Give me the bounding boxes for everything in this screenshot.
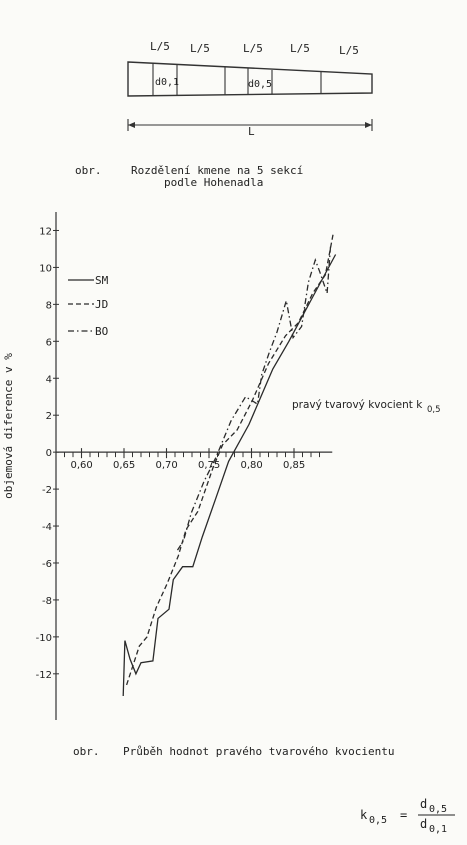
formula-lhs-sub: 0,5 xyxy=(369,815,387,826)
figure-caption-2-prefix: obr. xyxy=(73,745,100,758)
section-label: L/5 xyxy=(150,40,170,53)
x-tick-label: 0,85 xyxy=(283,460,305,471)
y-tick-label: -8 xyxy=(42,596,52,607)
series-line-jd xyxy=(125,234,334,686)
section-label: L/5 xyxy=(190,42,210,55)
y-tick-label: 12 xyxy=(39,226,52,237)
annotation-text: pravý tvarový kvocient k xyxy=(292,399,423,411)
legend-label: SM xyxy=(95,274,109,287)
y-tick-label: 2 xyxy=(46,411,52,422)
y-tick-label: 6 xyxy=(46,337,52,348)
section-label: L/5 xyxy=(243,42,263,55)
figure-caption-1-line2: podle Hohenadla xyxy=(164,176,264,189)
formula-lhs: k xyxy=(360,808,368,822)
figure-caption-1-prefix: obr. xyxy=(75,164,102,177)
y-tick-label: 8 xyxy=(46,300,52,311)
y-tick-label: -12 xyxy=(36,670,52,681)
legend-label: BO xyxy=(95,325,108,338)
section-label: L/5 xyxy=(290,42,310,55)
y-tick-label: -2 xyxy=(42,485,52,496)
x-tick-label: 0,70 xyxy=(156,460,178,471)
section-label: L/5 xyxy=(339,44,359,57)
legend-label: JD xyxy=(95,298,108,311)
formula-numerator-sub: 0,5 xyxy=(429,804,447,815)
series-line-sm xyxy=(122,254,337,697)
formula-numerator: d xyxy=(420,797,427,811)
y-tick-label: -4 xyxy=(42,522,52,533)
y-tick-label: 10 xyxy=(39,263,52,274)
formula-equals: = xyxy=(400,808,407,822)
stem-outline xyxy=(127,61,373,97)
y-tick-label: 4 xyxy=(46,374,52,385)
length-label: L xyxy=(248,125,255,138)
formula-denominator-sub: 0,1 xyxy=(429,824,447,835)
formula: k 0,5 = d 0,5 d 0,1 xyxy=(360,797,455,835)
y-tick-label: -10 xyxy=(36,633,52,644)
figure-caption-1-line1: Rozdělení kmene na 5 sekcí xyxy=(131,164,304,177)
x-tick-label: 0,75 xyxy=(198,460,220,471)
arrowhead-left xyxy=(128,122,135,128)
arrowhead-right xyxy=(365,122,372,128)
x-tick-label: 0,80 xyxy=(241,460,263,471)
d01-label: d0,1 xyxy=(155,77,179,88)
formula-denominator: d xyxy=(420,817,427,831)
y-axis-label: objemová diference v % xyxy=(2,353,15,499)
figure-caption-2-text: Průběh hodnot pravého tvarového kvocient… xyxy=(123,745,395,758)
series-line-bo xyxy=(176,245,332,551)
shape-quotient-chart: 0,60 0,65 0,70 0,75 0,80 0,85 12 10 8 6 4 2 0 -2 -4 -6 -… xyxy=(2,212,441,720)
y-tick-label: 0 xyxy=(46,448,52,459)
annotation-sub: 0,5 xyxy=(427,405,441,415)
stem-sections-figure: L/5 L/5 L/5 L/5 L/5 d0,1 d0,5 L xyxy=(127,40,373,138)
x-tick-label: 0,65 xyxy=(113,460,135,471)
y-tick-label: -6 xyxy=(42,559,52,570)
x-tick-label: 0,60 xyxy=(71,460,93,471)
d05-label: d0,5 xyxy=(248,79,272,90)
